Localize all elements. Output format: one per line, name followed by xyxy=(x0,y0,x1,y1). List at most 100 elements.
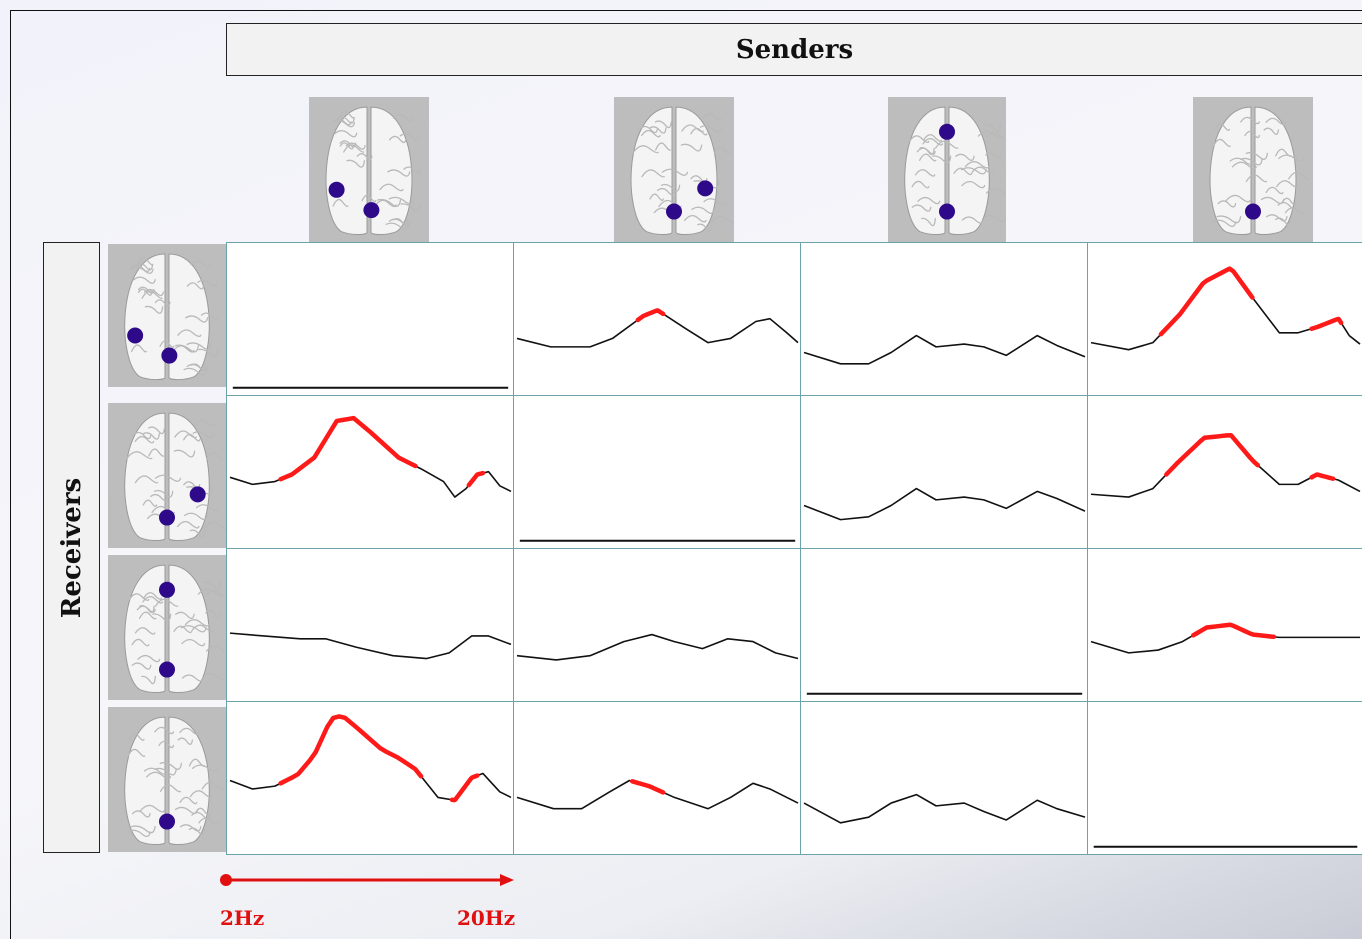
gyrus-fold xyxy=(126,451,153,460)
gyrus-fold xyxy=(1275,217,1292,226)
gyrus-fold xyxy=(205,609,222,618)
gyrus-fold xyxy=(332,198,349,208)
spectral-trace xyxy=(1090,434,1361,498)
gyrus-fold xyxy=(339,140,357,148)
gyrus-fold xyxy=(128,593,150,601)
gyrus-fold xyxy=(399,133,420,141)
cell-receiver-1-sender-4 xyxy=(1087,242,1362,396)
spectral-trace xyxy=(229,632,512,660)
gyrus-fold xyxy=(197,588,223,597)
significant-segment xyxy=(629,779,666,795)
gyrus-fold xyxy=(1263,127,1280,135)
gyrus-fold xyxy=(198,348,219,358)
gyrus-fold xyxy=(932,155,952,164)
gyrus-fold xyxy=(141,675,156,685)
spectral-trace xyxy=(516,309,799,348)
gyrus-fold xyxy=(918,153,937,162)
gyrus-fold xyxy=(131,638,150,647)
significant-segment xyxy=(1309,316,1344,332)
right-hemisphere xyxy=(675,106,718,236)
gyrus-fold xyxy=(137,286,155,294)
gyrus-fold xyxy=(132,431,152,440)
gyrus-fold xyxy=(206,452,223,461)
spectral-trace xyxy=(803,334,1086,365)
gyrus-fold xyxy=(154,598,179,607)
gyrus-fold xyxy=(205,645,226,653)
gyrus-fold xyxy=(1217,200,1237,208)
gyrus-fold xyxy=(176,521,200,529)
right-hemisphere xyxy=(168,564,210,694)
gyrus-fold xyxy=(960,167,987,175)
gyrus-fold xyxy=(921,217,936,227)
electrode-dot xyxy=(666,203,682,220)
gyrus-fold xyxy=(655,142,671,151)
gyrus-fold xyxy=(649,126,667,134)
gyrus-fold xyxy=(1281,197,1297,205)
right-hemisphere xyxy=(948,106,990,236)
right-hemisphere xyxy=(168,412,210,542)
gyrus-fold xyxy=(142,592,163,600)
gyrus-fold xyxy=(154,474,182,482)
gyrus-fold xyxy=(154,299,171,307)
cell-receiver-1-sender-1 xyxy=(226,242,514,396)
sender-brain-icon-2 xyxy=(614,97,734,242)
sender-brain-icon-3 xyxy=(888,97,1006,242)
electrode-dot xyxy=(159,661,175,678)
significant-segment xyxy=(278,415,418,482)
gyrus-fold xyxy=(654,120,672,129)
gyrus-fold xyxy=(206,590,226,598)
cell-receiver-3-sender-1 xyxy=(226,548,514,702)
gyrus-fold xyxy=(661,168,689,176)
significant-segment xyxy=(466,470,486,488)
gyrus-fold xyxy=(934,140,959,149)
gyrus-fold xyxy=(346,159,366,168)
gyrus-fold xyxy=(697,223,713,232)
gyrus-fold xyxy=(144,305,164,314)
electrode-dot xyxy=(189,486,206,503)
significant-segment xyxy=(1190,622,1277,640)
gyrus-fold xyxy=(191,764,218,772)
cell-receiver-1-sender-3 xyxy=(800,242,1088,396)
gyrus-fold xyxy=(133,276,156,284)
frequency-arrow xyxy=(220,874,514,886)
gyrus-fold xyxy=(137,288,153,296)
gyrus-fold xyxy=(379,183,404,192)
gyrus-fold xyxy=(961,216,984,224)
electrode-dot xyxy=(328,181,345,198)
gyrus-fold xyxy=(1288,171,1311,180)
gyrus-fold xyxy=(136,257,154,266)
cell-receiver-4-sender-1 xyxy=(226,701,514,855)
gyrus-fold xyxy=(983,123,1002,132)
electrode-dot xyxy=(127,327,144,344)
gyrus-fold xyxy=(150,493,169,502)
gyrus-fold xyxy=(984,214,1006,223)
connectivity-grid xyxy=(226,242,1362,855)
gyrus-fold xyxy=(141,290,163,299)
gyrus-fold xyxy=(680,143,703,152)
gyrus-fold xyxy=(201,781,224,790)
gyrus-fold xyxy=(142,432,160,440)
gyrus-fold xyxy=(338,110,355,119)
gyrus-fold xyxy=(203,581,222,590)
gyrus-fold xyxy=(186,342,212,350)
gyrus-fold xyxy=(657,187,676,196)
significant-segment xyxy=(1164,433,1261,477)
gyrus-fold xyxy=(922,134,943,142)
gyrus-fold xyxy=(703,198,727,206)
gyrus-fold xyxy=(131,825,156,834)
gyrus-fold xyxy=(134,435,155,444)
gyrus-fold xyxy=(1245,174,1267,183)
gyrus-fold xyxy=(400,203,421,212)
gyrus-fold xyxy=(641,129,661,138)
gyrus-fold xyxy=(159,784,182,793)
cell-receiver-4-sender-3 xyxy=(800,701,1088,855)
gyrus-fold xyxy=(683,215,707,223)
gyrus-fold xyxy=(179,796,198,805)
gyrus-fold xyxy=(961,181,986,189)
cell-receiver-2-sender-1 xyxy=(226,395,514,549)
gyrus-fold xyxy=(203,521,226,530)
gyrus-fold xyxy=(1212,219,1237,228)
gyrus-fold xyxy=(1229,157,1254,165)
gyrus-fold xyxy=(911,204,932,212)
gyrus-fold xyxy=(134,627,156,635)
